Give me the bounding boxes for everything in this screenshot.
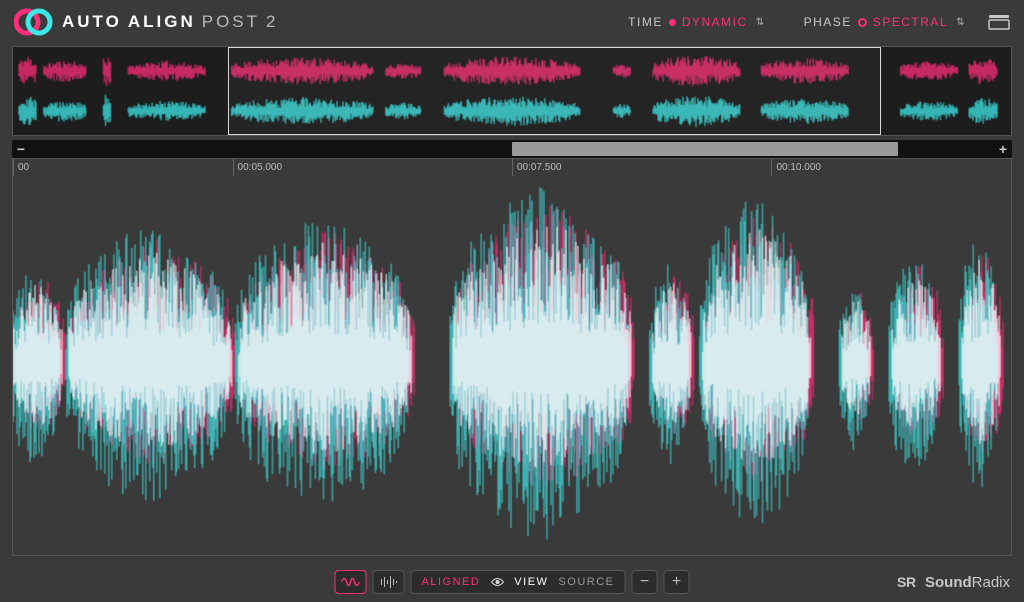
dot-icon (669, 19, 676, 26)
time-mode-selector[interactable]: TIME DYNAMIC ⇅ (628, 15, 765, 29)
brand-name-1: Sound (925, 574, 972, 591)
phase-label: PHASE (804, 15, 852, 29)
title-version: 2 (266, 12, 278, 32)
waveform-mode-b-button[interactable] (373, 570, 405, 594)
vert-zoom-in-button[interactable]: + (663, 570, 689, 594)
app-logo-icon (14, 8, 54, 36)
updown-icon: ⇅ (956, 17, 966, 28)
zoom-in-button[interactable]: + (994, 140, 1012, 158)
brand-logo: S R SoundRadix (897, 573, 1010, 591)
phase-mode-selector[interactable]: PHASE SPECTRAL ⇅ (804, 15, 966, 29)
title-part-3: POST (202, 12, 260, 32)
ruler-tick: 00:10.000 (771, 159, 821, 176)
main-waveform-panel[interactable] (12, 176, 1012, 556)
header-bar: AUTO ALIGN POST 2 TIME DYNAMIC ⇅ PHASE S… (0, 0, 1024, 44)
svg-text:R: R (906, 574, 916, 590)
view-source-toggle[interactable]: ALIGNED VIEW SOURCE (411, 570, 626, 594)
brand-name-2: Radix (972, 574, 1010, 591)
eye-icon (490, 577, 504, 587)
time-label: TIME (628, 15, 663, 29)
title-part-1: AUTO (62, 12, 122, 32)
overview-panel[interactable] (12, 46, 1012, 136)
menu-icon[interactable] (988, 14, 1010, 30)
time-ruler[interactable]: 00 00:05.000 00:07.500 00:10.000 (12, 158, 1012, 176)
footer-bar: ALIGNED VIEW SOURCE − + S R SoundRadix (0, 562, 1024, 602)
zoom-scroll-strip: − + (12, 140, 1012, 158)
scroll-thumb[interactable] (512, 142, 898, 156)
ring-icon (858, 18, 867, 27)
overview-track-b (17, 91, 1007, 131)
scroll-track[interactable] (30, 140, 994, 158)
ruler-tick: 00 (13, 159, 29, 176)
ruler-tick: 00:05.000 (233, 159, 283, 176)
view-label: VIEW (514, 576, 548, 588)
title-part-2: ALIGN (128, 12, 196, 32)
svg-text:S: S (897, 574, 906, 590)
overview-track-a (17, 51, 1007, 91)
footer-controls: ALIGNED VIEW SOURCE − + (335, 570, 690, 594)
updown-icon: ⇅ (756, 17, 766, 28)
phase-value: SPECTRAL (873, 15, 948, 29)
source-label: SOURCE (558, 576, 614, 588)
brand-mark-icon: S R (897, 573, 919, 591)
ruler-tick: 00:07.500 (512, 159, 562, 176)
zoom-out-button[interactable]: − (12, 140, 30, 158)
aligned-label: ALIGNED (422, 576, 481, 588)
app-title: AUTO ALIGN POST 2 (62, 12, 620, 32)
time-value: DYNAMIC (682, 15, 748, 29)
vert-zoom-out-button[interactable]: − (631, 570, 657, 594)
waveform-mode-a-button[interactable] (335, 570, 367, 594)
